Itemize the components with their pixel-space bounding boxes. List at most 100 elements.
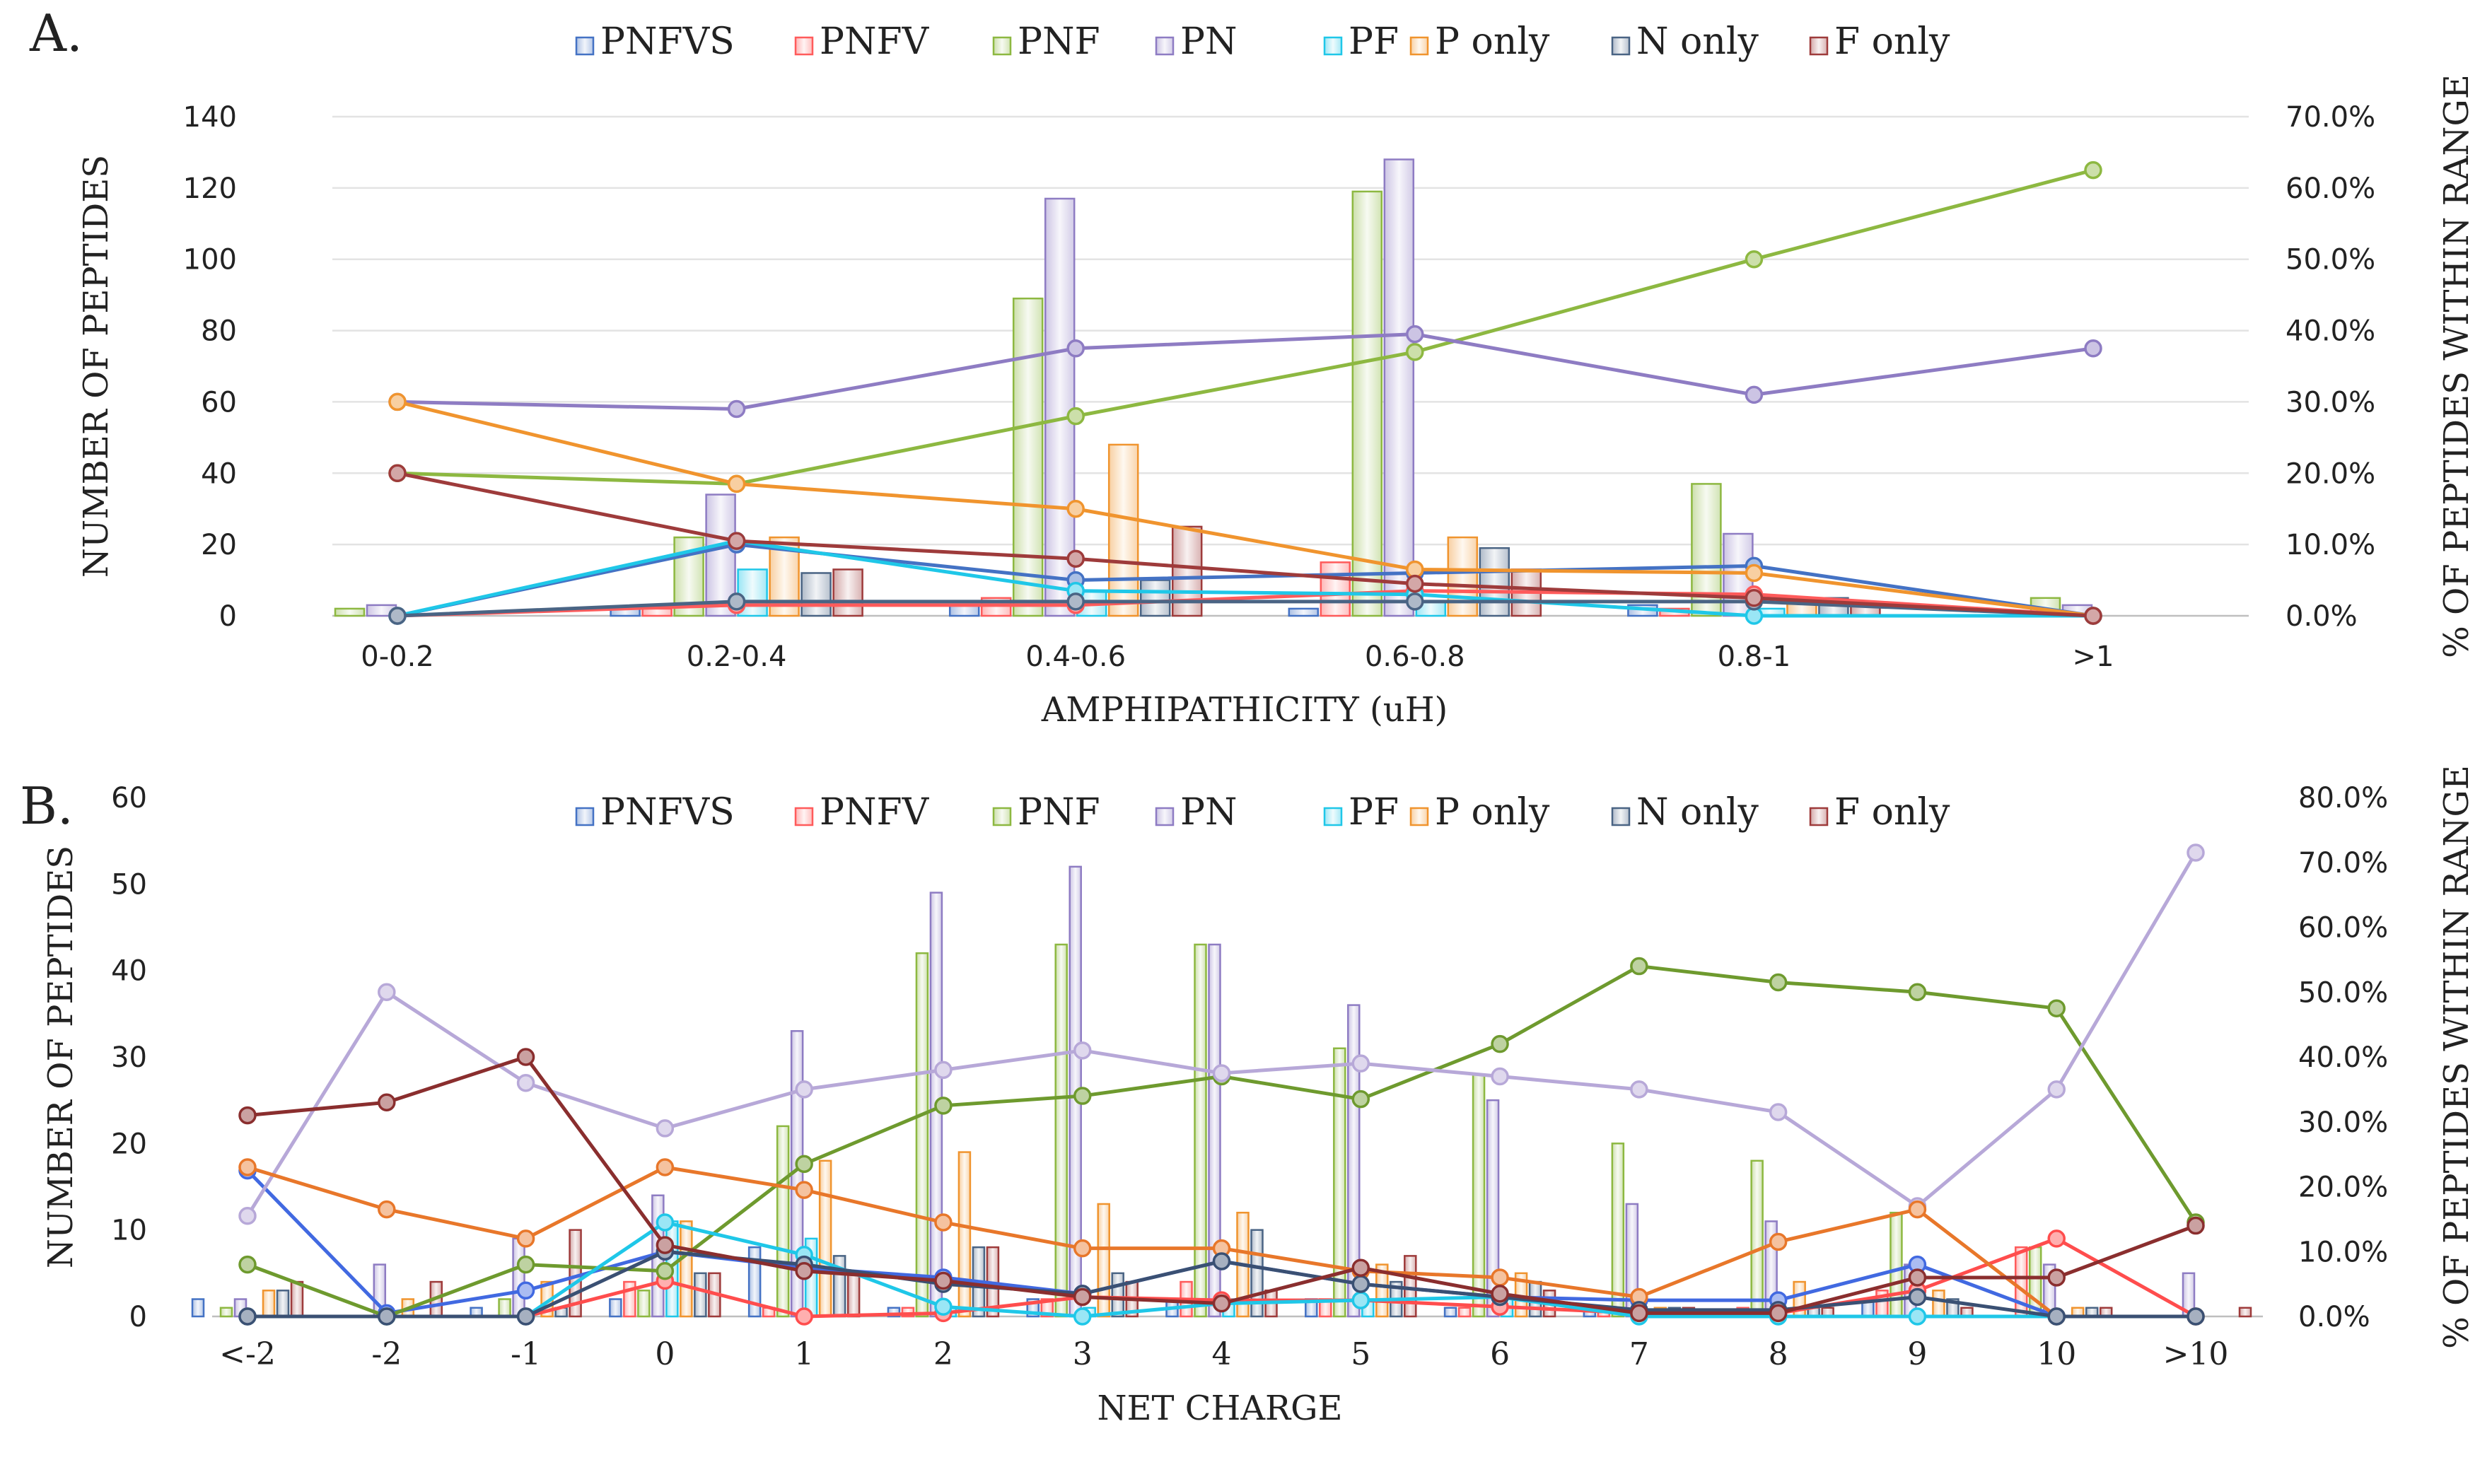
panel-b-point-p-only [378, 1200, 396, 1219]
legend-swatch-pnfvs [575, 807, 595, 826]
panel-b-point-n-only [2187, 1307, 2205, 1326]
panel-a-bar-pnf [1012, 297, 1044, 617]
panel-b-x-tick-label: 0 [655, 1336, 675, 1372]
panel-a-y2-tick-label: 10.0% [2286, 529, 2375, 561]
panel-b-point-f-only [795, 1262, 813, 1280]
panel-b-point-pf [1073, 1307, 1092, 1326]
legend-swatch-p-only [1409, 36, 1429, 56]
panel-b-line-f-only [247, 1055, 2196, 1315]
panel-a-point-f-only [388, 464, 407, 483]
panel-b-point-p-only [516, 1229, 535, 1248]
panel-a-line-pnf [397, 168, 2094, 486]
panel-b-label: B. [20, 776, 74, 836]
panel-b-x-tick-label: 7 [1629, 1336, 1649, 1372]
panel-b-point-pnf [1769, 973, 1788, 992]
panel-b-y-tick-label: 20 [111, 1128, 147, 1160]
panel-b-point-pnf [656, 1262, 675, 1280]
panel-a-point-n-only [1406, 592, 1424, 611]
legend-label-f-only: F only [1834, 21, 1950, 63]
legend-swatch-pnf [992, 36, 1012, 56]
panel-b-bar-f-only [1404, 1255, 1417, 1318]
panel-b-bar-pnf [1472, 1073, 1486, 1318]
panel-b-y2-axis-ticks: 0.0% 10.0% 20.0% 30.0% 40.0% 50.0% 60.0% 70.0% 8… [2298, 782, 2388, 1333]
panel-a-bar-p-only [1107, 443, 1139, 617]
legend-swatch-pnfv [794, 807, 814, 826]
legend-label-pnfvs: PNFVS [600, 21, 735, 63]
panel-b-bar-pnfvs [1443, 1307, 1457, 1318]
panel-b-point-pnf [516, 1255, 535, 1274]
panel-a-y-tick-label: 140 [183, 101, 237, 134]
panel-b-bar-pn [1347, 1004, 1361, 1318]
panel-a-y2-tick-label: 70.0% [2286, 101, 2375, 134]
panel-b-point-pnf [238, 1255, 257, 1274]
legend-label-p-only: P only [1435, 791, 1550, 834]
panel-b-bar-p-only [957, 1151, 972, 1318]
panel-b-point-p-only [1908, 1200, 1927, 1219]
panel-b-point-pn [2187, 843, 2205, 862]
panel-b-point-pn [2047, 1080, 2066, 1099]
panel-a-y2-axis-title: % OF PEPTIDES WITHIN RANGE [2437, 74, 2476, 658]
panel-a-line-pn [397, 332, 2094, 411]
panel-b-point-n-only [1351, 1275, 1370, 1293]
panel-b-legend: PNFVS PNFV PNF PN PF P only N only F only [575, 791, 1950, 834]
panel-a-x-axis-title: AMPHIPATHICITY (uH) [1041, 690, 1448, 730]
panel-a-line-pnfvs [397, 542, 2094, 618]
panel-b-x-tick-label: <-2 [219, 1336, 276, 1372]
panel-a-markers-f-only [388, 464, 2102, 625]
panel-b-bar-pnf [915, 952, 929, 1318]
panel-b-x-tick-label: 6 [1490, 1336, 1510, 1372]
panel-b-markers-f-only [238, 1048, 2205, 1323]
panel-b-point-pn [1212, 1064, 1231, 1082]
panel-b-y-axis-title: NUMBER OF PEPTIDES [41, 846, 81, 1268]
panel-a-label: A. [29, 4, 83, 63]
panel-b-x-tick-label: 1 [794, 1336, 814, 1372]
panel-b-point-n-only [238, 1307, 257, 1326]
panel-a-point-pnf [1066, 407, 1085, 426]
panel-b-bar-n-only [694, 1272, 707, 1318]
panel-b-bar-f-only [290, 1280, 304, 1318]
panel-a-y2-tick-label: 20.0% [2286, 457, 2375, 490]
panel-a-markers-pnf [388, 160, 2102, 493]
panel-b-point-p-only [934, 1213, 953, 1232]
panel-b-point-n-only [1212, 1252, 1231, 1270]
panel-b-x-tick-label: 3 [1073, 1336, 1093, 1372]
panel-b-bar-pnf [1611, 1143, 1625, 1318]
panel-b-y-axis-ticks: 0 10 20 30 40 50 60 [111, 782, 147, 1333]
panel-b-point-pnf [2047, 999, 2066, 1017]
panel-b-bars-pnf [219, 943, 2042, 1318]
panel-b-point-pn [795, 1080, 813, 1099]
panel-b-x-tick-label: 10 [2037, 1336, 2076, 1372]
panel-b-y2-axis-title: % OF PEPTIDES WITHIN RANGE [2437, 765, 2476, 1349]
panel-a-point-pn [1406, 325, 1424, 344]
legend-swatch-pn [1155, 807, 1175, 826]
panel-b-net-charge-chart: B. PNFVS PNFV PNF PN PF P only N only F only0102… [20, 765, 2476, 1428]
panel-a-y2-axis-ticks: 0.0% 10.0% 20.0% 30.0% 40.0% 50.0% 60.0% 70.0% [2286, 101, 2375, 633]
panel-a-bar-pnf [334, 607, 366, 617]
panel-b-bar-n-only [276, 1290, 290, 1318]
panel-b-point-pf [934, 1297, 953, 1316]
panel-b-y2-tick-label: 40.0% [2298, 1041, 2388, 1074]
panel-b-point-f-only [238, 1106, 257, 1125]
legend-label-pn: PN [1180, 21, 1238, 63]
panel-b-point-pn [238, 1207, 257, 1225]
panel-a-point-p-only [1745, 563, 1764, 583]
panel-b-y2-tick-label: 0.0% [2298, 1301, 2370, 1333]
panel-a-x-tick-label: >1 [2073, 641, 2114, 673]
panel-b-bar-pnfvs [609, 1298, 622, 1318]
panel-b-x-axis-title: NET CHARGE [1097, 1389, 1342, 1428]
panel-b-point-pnf [934, 1097, 953, 1115]
legend-label-pn: PN [1180, 791, 1238, 834]
panel-b-point-pn [1351, 1054, 1370, 1073]
panel-b-point-pf [656, 1213, 675, 1232]
panel-b-bar-f-only [846, 1272, 861, 1318]
panel-b-point-pnf [795, 1155, 813, 1174]
panel-b-point-pnf [1630, 957, 1648, 976]
panel-a-bar-pnfvs [1288, 607, 1320, 617]
panel-a-x-tick-label: 0.2-0.4 [687, 641, 787, 673]
panel-b-y2-tick-label: 30.0% [2298, 1106, 2388, 1139]
panel-b-bar-f-only [2238, 1307, 2252, 1318]
panel-a-y2-tick-label: 50.0% [2286, 244, 2375, 276]
panel-a-line-f-only [397, 471, 2094, 618]
panel-b-bar-pnf [1194, 943, 1207, 1318]
panel-a-bars-p-only [769, 443, 1817, 617]
